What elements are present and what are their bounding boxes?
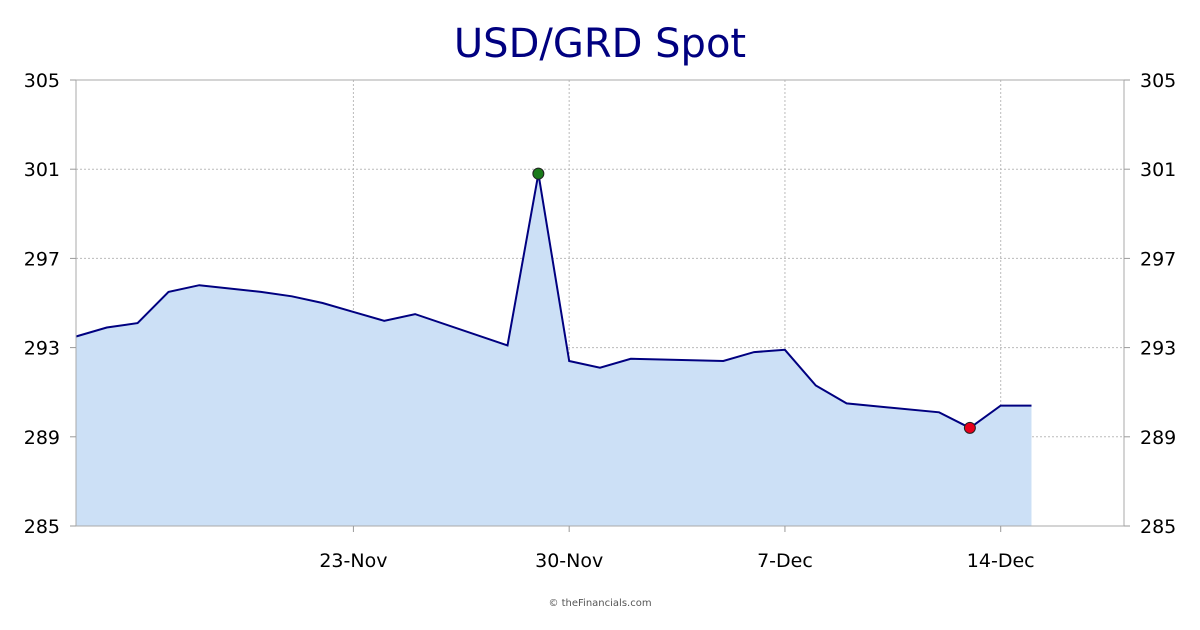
y-tick-label-right: 305 [1140, 70, 1176, 92]
y-tick-label-right: 301 [1140, 159, 1176, 181]
x-tick-label: 14-Dec [967, 550, 1035, 572]
y-tick-label-left: 301 [24, 159, 60, 181]
plot-border [75, 79, 1125, 527]
y-tick-label-left: 289 [24, 427, 60, 449]
y-tick-label-left: 293 [24, 338, 60, 360]
chart-title: USD/GRD Spot [453, 21, 747, 67]
x-tick-label: 7-Dec [757, 550, 813, 572]
series-area-fill [76, 173, 1032, 526]
x-tick-label: 23-Nov [319, 550, 387, 572]
y-tick-label-left: 305 [24, 70, 60, 92]
y-tick-label-left: 297 [24, 248, 60, 270]
credit-text: © theFinancials.com [548, 598, 652, 609]
y-tick-label-right: 293 [1140, 338, 1176, 360]
high-marker [532, 167, 545, 180]
y-tick-label-left: 285 [24, 516, 60, 538]
y-tick-label-right: 289 [1140, 427, 1176, 449]
extreme-markers [532, 167, 976, 434]
y-tick-label-right: 285 [1140, 516, 1176, 538]
x-tick-label: 30-Nov [535, 550, 603, 572]
low-marker [963, 421, 976, 434]
y-tick-label-right: 297 [1140, 248, 1176, 270]
axis-labels: 285 285 289 289 293 293 297 297 301 301 305 305 23-N… [24, 70, 1177, 572]
